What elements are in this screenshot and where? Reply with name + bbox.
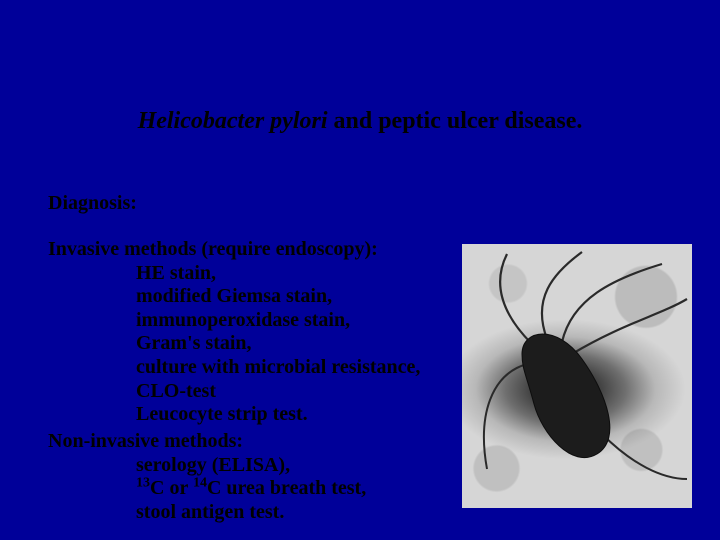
invasive-item: modified Giemsa stain, [48, 285, 420, 309]
invasive-heading: Invasive methods (require endoscopy): [48, 238, 420, 262]
superscript-14: 14 [193, 476, 207, 491]
diagnosis-heading: Diagnosis: [48, 192, 137, 215]
noninvasive-item-serology: serology (ELISA), [48, 454, 366, 478]
invasive-item: culture with microbial resistance, [48, 356, 420, 380]
invasive-item: Leucocyte strip test. [48, 403, 420, 427]
noninvasive-methods-block: Non-invasive methods: serology (ELISA), … [48, 430, 366, 524]
noninvasive-item-breath: 13C or 14C urea breath test, [48, 477, 366, 501]
invasive-item: HE stain, [48, 262, 420, 286]
superscript-13: 13 [136, 476, 150, 491]
breath-mid: C or [150, 477, 193, 499]
invasive-item: CLO-test [48, 380, 420, 404]
micrograph-image [462, 244, 692, 508]
invasive-methods-block: Invasive methods (require endoscopy): HE… [48, 238, 420, 427]
title-rest: and peptic ulcer disease. [328, 108, 583, 134]
slide-title: Helicobacter pylori and peptic ulcer dis… [0, 108, 720, 135]
noninvasive-item-stool: stool antigen test. [48, 501, 366, 525]
title-italic: Helicobacter pylori [138, 108, 328, 134]
invasive-item: immunoperoxidase stain, [48, 309, 420, 333]
noninvasive-heading: Non-invasive methods: [48, 430, 366, 454]
breath-tail: C urea breath test, [207, 477, 366, 499]
bacterium-illustration [462, 244, 692, 508]
invasive-item: Gram's stain, [48, 332, 420, 356]
